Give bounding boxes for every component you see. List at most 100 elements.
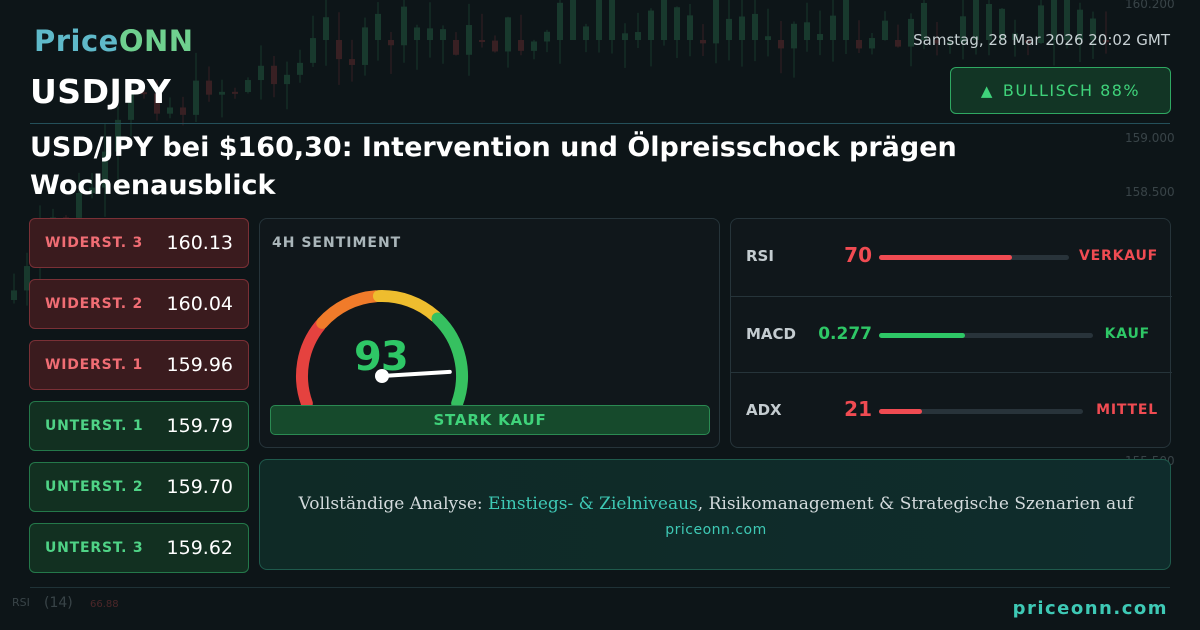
article-headline: USD/JPY bei $160,30: Intervention und Öl… [30, 132, 957, 201]
support-level-1: UNTERST. 1 159.79 [29, 401, 249, 451]
bg-candle-body [349, 59, 355, 65]
bg-candle-body [323, 17, 329, 40]
bg-candle-body [570, 0, 576, 40]
indicator-name: ADX [746, 401, 782, 419]
bg-candle-body [362, 27, 368, 65]
bg-candle-body [102, 151, 108, 188]
bg-candle-body [1051, 0, 1057, 41]
bg-candle-body [401, 6, 407, 46]
bg-candle-body [206, 80, 212, 95]
timestamp: Samstag, 28 Mar 2026 20:02 GMT [913, 31, 1170, 49]
gauge-arc-segment [431, 312, 468, 409]
bg-candle-body [466, 25, 472, 55]
bg-candle-body [1025, 40, 1031, 44]
bg-candle-body [1090, 18, 1096, 40]
indicator-row-macd: MACD 0.277 KAUF [731, 296, 1172, 372]
indicator-row-rsi: RSI 70 VERKAUF [731, 219, 1172, 295]
bg-candle-body [336, 40, 342, 60]
bg-candle-body [609, 0, 615, 40]
bg-candle-body [960, 16, 966, 43]
bg-candle-body [635, 32, 641, 40]
bg-candle-body [414, 27, 420, 40]
ticker-symbol: USDJPY [30, 72, 172, 111]
bg-candle-body [193, 80, 199, 115]
indicator-signal: VERKAUF [1079, 248, 1158, 264]
sentiment-title: 4H SENTIMENT [272, 235, 402, 251]
bg-candle-body [726, 18, 732, 40]
bg-candle-body [752, 13, 758, 40]
resistance-level-3: WIDERST. 3 160.13 [29, 218, 249, 268]
bg-candle-body [648, 10, 654, 40]
indicators-panel: RSI 70 VERKAUF MACD 0.277 KAUF ADX 21 MI… [730, 218, 1172, 448]
bg-candle-body [505, 17, 511, 52]
bg-candle-body [518, 40, 524, 51]
indicator-row-adx: ADX 21 MITTEL [731, 372, 1172, 448]
bg-candle-body [427, 28, 433, 40]
bg-candle-body [921, 2, 927, 40]
bg-candle-body [388, 40, 394, 46]
level-label: UNTERST. 3 [45, 540, 144, 556]
bg-candle-body [453, 40, 459, 55]
bg-candle-body [622, 33, 628, 40]
bg-candle-body [167, 107, 173, 114]
support-level-2: UNTERST. 2 159.70 [29, 462, 249, 512]
bg-candle-body [557, 2, 563, 40]
indicator-signal: MITTEL [1096, 402, 1158, 418]
cta-suffix: , Risikomanagement & Strategische Szenar… [697, 494, 1134, 514]
bg-candle-body [440, 29, 446, 40]
cta-text: Vollständige Analyse: Einstiegs- & Zieln… [260, 494, 1172, 514]
gauge-arc-segment [372, 290, 442, 323]
bg-candle-body [778, 40, 784, 49]
bg-candle-body [141, 92, 147, 95]
footer-url-link[interactable]: priceonn.com [1012, 598, 1168, 619]
brand-logo: PriceONN [34, 24, 194, 58]
level-label: WIDERST. 2 [45, 296, 144, 312]
bg-candle-body [869, 38, 875, 49]
bg-candle-body [271, 65, 277, 85]
analysis-cta[interactable]: Vollständige Analyse: Einstiegs- & Zieln… [259, 459, 1171, 570]
logo-text-price: Price [34, 24, 119, 58]
bg-candle-body [583, 26, 589, 40]
support-level-3: UNTERST. 3 159.62 [29, 523, 249, 573]
bg-candle-body [830, 15, 836, 40]
bg-candle-body [531, 41, 537, 51]
bg-candle-body [843, 0, 849, 41]
bg-indicator-period: (14) [44, 595, 73, 611]
bg-candle-body [1077, 9, 1083, 40]
bg-candle-body [154, 93, 160, 114]
indicator-signal: KAUF [1104, 326, 1150, 342]
bg-candle-body [1103, 40, 1109, 43]
indicator-name: MACD [746, 325, 796, 343]
indicator-name: RSI [746, 247, 774, 265]
bg-candle-body [986, 4, 992, 41]
bg-candle-body [739, 16, 745, 40]
bg-candle-body [999, 8, 1005, 40]
arrow-up-icon: ▲ [980, 81, 994, 100]
gauge-arc-segment [316, 290, 382, 329]
bg-candle-body [232, 91, 238, 94]
bg-candle-body [375, 13, 381, 40]
cta-highlight-link[interactable]: Einstiegs- & Zielniveaus [488, 494, 698, 514]
bg-candle-body [544, 31, 550, 42]
bg-candle-body [479, 40, 485, 42]
bg-price-label: 159.000 [1125, 131, 1175, 145]
footer-divider [30, 587, 1170, 588]
bg-candle-body [284, 74, 290, 85]
bg-candle-body [1012, 33, 1018, 40]
bg-candle-body [492, 40, 498, 52]
sentiment-score: 93 [354, 334, 409, 380]
bg-candle-body [713, 0, 719, 44]
cta-url-link[interactable]: priceonn.com [665, 522, 767, 538]
bg-candle-body [973, 0, 979, 40]
level-value: 159.96 [166, 354, 233, 376]
bg-candle-body [245, 80, 251, 93]
bg-candle-body [674, 7, 680, 40]
bg-indicator-values: 66.88 [90, 599, 119, 610]
sentiment-gauge [296, 290, 468, 409]
sentiment-verdict: STARK KAUF [270, 405, 710, 435]
resistance-level-2: WIDERST. 2 160.04 [29, 279, 249, 329]
bg-candle-body [934, 40, 940, 44]
bg-candle-body [76, 192, 82, 218]
level-value: 160.13 [166, 232, 233, 254]
bg-candle-body [791, 23, 797, 49]
